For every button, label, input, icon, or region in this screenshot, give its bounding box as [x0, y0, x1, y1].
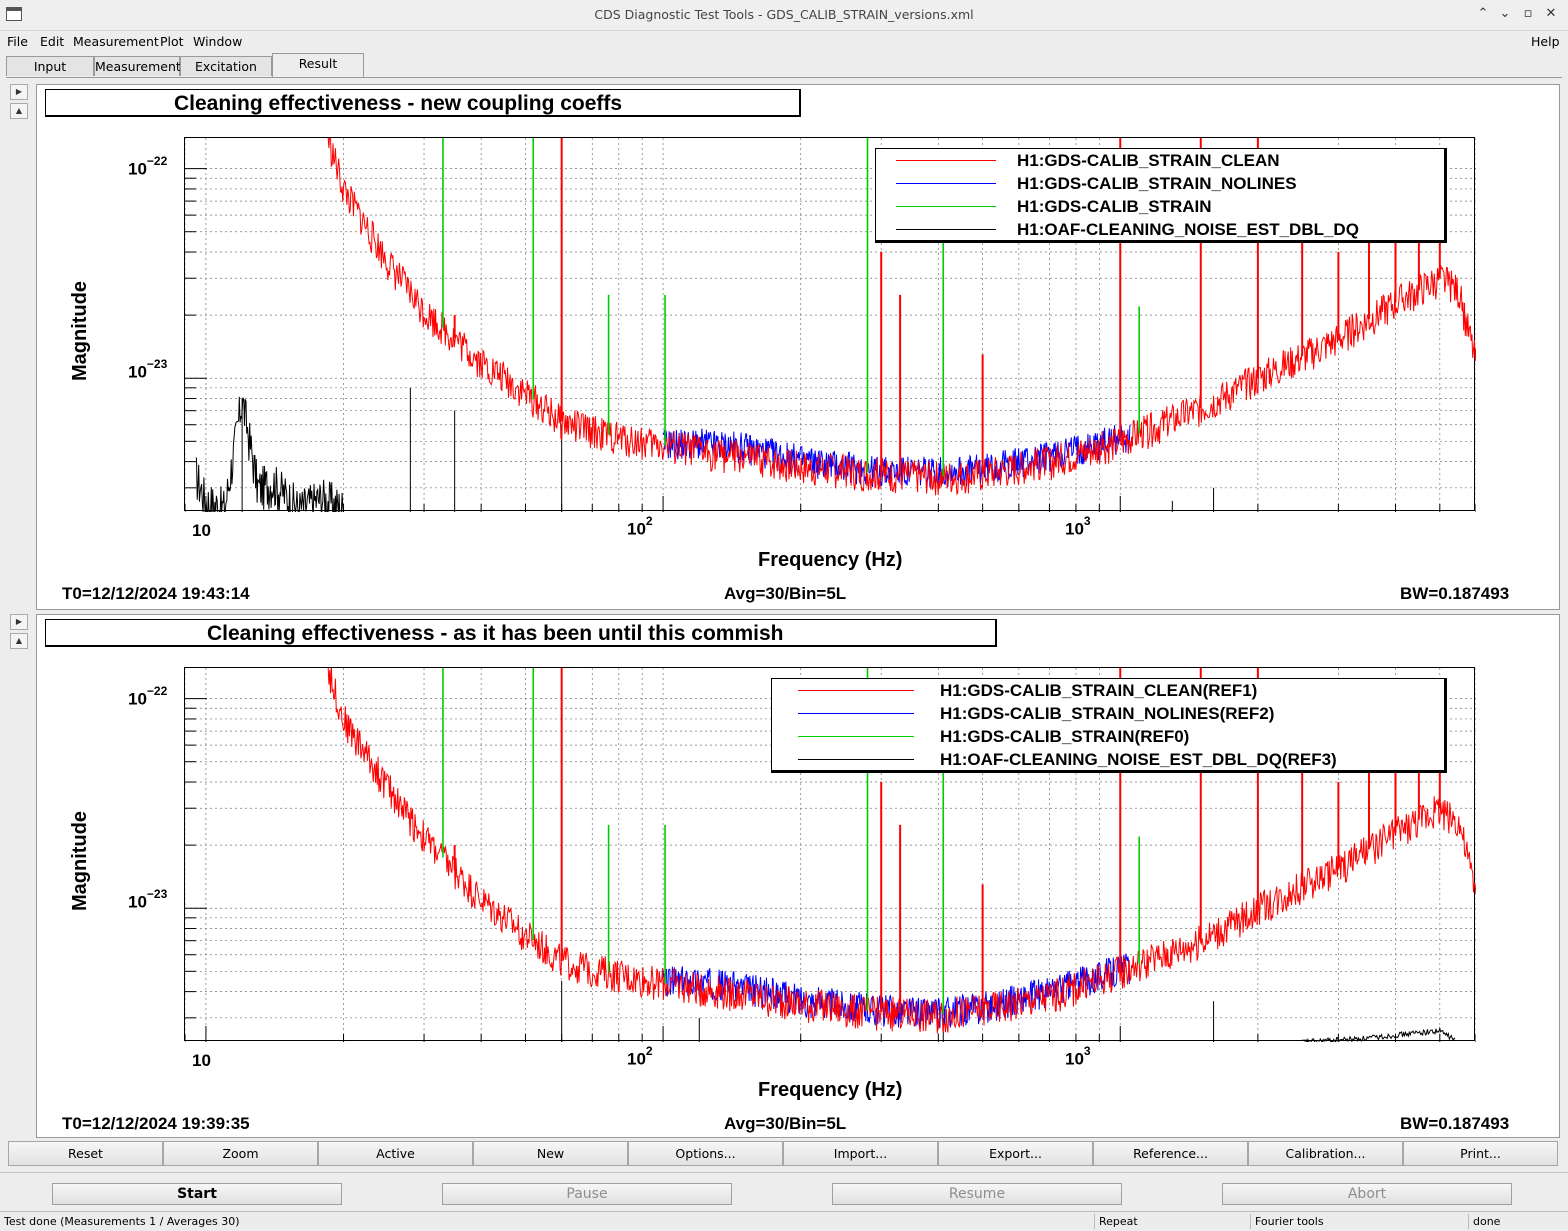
export-button[interactable]: Export...: [938, 1141, 1093, 1166]
status-message: Test done (Measurements 1 / Averages 30): [4, 1215, 240, 1228]
legend-entry: H1:OAF-CLEANING_NOISE_EST_DBL_DQ(REF3): [940, 750, 1337, 769]
tab-input[interactable]: Input: [6, 56, 94, 76]
y-tick-label: 10−22: [128, 684, 168, 709]
menu-plot[interactable]: Plot: [160, 34, 184, 49]
legend-entry: H1:GDS-CALIB_STRAIN_CLEAN(REF1): [940, 681, 1258, 700]
tab-measurement[interactable]: Measurement: [94, 56, 181, 76]
app-icon: [6, 7, 22, 21]
panel2-side-controls: ▶ ▲: [10, 614, 28, 652]
resume-button[interactable]: Resume: [832, 1183, 1122, 1205]
collapse-icon[interactable]: ⌃: [1477, 6, 1489, 21]
import-button[interactable]: Import...: [783, 1141, 938, 1166]
x-tick-label: 10: [192, 1051, 211, 1070]
reset-button[interactable]: Reset: [8, 1141, 163, 1166]
expand-right-icon[interactable]: ▶: [10, 84, 28, 100]
legend-swatch: [798, 759, 914, 760]
expand-up-icon[interactable]: ▲: [10, 633, 28, 649]
series-line-noise: [195, 396, 344, 512]
minimize-icon[interactable]: ⌄: [1499, 6, 1511, 21]
menu-measurement[interactable]: Measurement: [73, 34, 159, 49]
legend-entry: H1:GDS-CALIB_STRAIN: [1017, 197, 1212, 216]
menu-window[interactable]: Window: [193, 34, 243, 49]
separator: [0, 1172, 1568, 1173]
y-tick-label: 10−23: [128, 887, 168, 912]
series-line-clean: [327, 668, 1476, 1034]
plot-button-row: Reset Zoom Active New Options... Import.…: [8, 1141, 1560, 1167]
legend-swatch: [896, 160, 996, 161]
legend-entry: H1:GDS-CALIB_STRAIN_NOLINES: [1017, 174, 1297, 193]
x-tick-label: 103: [1065, 514, 1091, 539]
y-tick-label: 10−22: [128, 154, 168, 179]
x-axis-label: Frequency (Hz): [758, 1079, 903, 1101]
averages-info: Avg=30/Bin=5L: [724, 584, 847, 603]
legend-entry: H1:GDS-CALIB_STRAIN_NOLINES(REF2): [940, 704, 1275, 723]
graph-title: Cleaning effectiveness - new coupling co…: [45, 89, 801, 117]
status-bar: Test done (Measurements 1 / Averages 30)…: [0, 1211, 1568, 1231]
calibration-button[interactable]: Calibration...: [1248, 1141, 1403, 1166]
tab-divider: [6, 77, 1562, 78]
y-axis-label: Magnitude: [69, 281, 91, 381]
graph-pad-2[interactable]: Cleaning effectiveness - as it has been …: [36, 614, 1560, 1138]
menu-file[interactable]: File: [7, 34, 28, 49]
y-tick-label: 10−23: [128, 357, 168, 382]
panel1-side-controls: ▶ ▲: [10, 84, 28, 122]
series-line-clean: [327, 138, 1476, 496]
maximize-icon[interactable]: ▫: [1523, 6, 1533, 21]
expand-up-icon[interactable]: ▲: [10, 103, 28, 119]
close-icon[interactable]: ✕: [1545, 6, 1557, 21]
legend-entry: H1:GDS-CALIB_STRAIN_CLEAN: [1017, 151, 1280, 170]
plot-area[interactable]: H1:GDS-CALIB_STRAIN_CLEAN H1:GDS-CALIB_S…: [184, 137, 1476, 512]
start-time: T0=12/12/2024 19:39:35: [62, 1114, 250, 1133]
legend-swatch: [896, 183, 996, 184]
legend-entry: H1:GDS-CALIB_STRAIN(REF0): [940, 727, 1190, 746]
tab-strip: Input Measurement Excitation Result: [6, 53, 1562, 78]
bandwidth-info: BW=0.187493: [1400, 584, 1510, 603]
start-time: T0=12/12/2024 19:43:14: [62, 584, 250, 603]
legend[interactable]: H1:GDS-CALIB_STRAIN_CLEAN H1:GDS-CALIB_S…: [875, 148, 1447, 243]
expand-right-icon[interactable]: ▶: [10, 614, 28, 630]
averages-info: Avg=30/Bin=5L: [724, 1114, 847, 1133]
window-title: CDS Diagnostic Test Tools - GDS_CALIB_ST…: [594, 7, 974, 22]
series-line-nolines: [662, 424, 1131, 489]
reference-button[interactable]: Reference...: [1093, 1141, 1248, 1166]
legend-entry: H1:OAF-CLEANING_NOISE_EST_DBL_DQ: [1017, 220, 1359, 239]
legend-swatch: [896, 229, 996, 230]
menubar: File Edit Measurement Plot Window Help: [0, 31, 1568, 53]
status-repeat: Repeat: [1094, 1214, 1250, 1229]
menu-edit[interactable]: Edit: [40, 34, 65, 49]
series-line-noise: [1301, 1026, 1456, 1042]
options-button[interactable]: Options...: [628, 1141, 783, 1166]
zoom-button[interactable]: Zoom: [163, 1141, 318, 1166]
x-tick-label: 102: [627, 514, 653, 539]
tab-excitation[interactable]: Excitation: [180, 56, 272, 76]
new-button[interactable]: New: [473, 1141, 628, 1166]
status-tools: Fourier tools: [1250, 1214, 1468, 1229]
legend[interactable]: H1:GDS-CALIB_STRAIN_CLEAN(REF1) H1:GDS-C…: [771, 678, 1447, 773]
x-axis-label: Frequency (Hz): [758, 549, 903, 571]
x-tick-label: 102: [627, 1044, 653, 1069]
legend-swatch: [798, 713, 914, 714]
tab-result[interactable]: Result: [272, 53, 364, 77]
status-state: done: [1468, 1214, 1568, 1229]
menu-help[interactable]: Help: [1531, 34, 1560, 49]
graph-title: Cleaning effectiveness - as it has been …: [45, 619, 997, 647]
legend-swatch: [798, 690, 914, 691]
bandwidth-info: BW=0.187493: [1400, 1114, 1510, 1133]
y-axis-label: Magnitude: [69, 811, 91, 911]
abort-button[interactable]: Abort: [1222, 1183, 1512, 1205]
legend-swatch: [798, 736, 914, 737]
active-button[interactable]: Active: [318, 1141, 473, 1166]
x-tick-label: 103: [1065, 1044, 1091, 1069]
print-button[interactable]: Print...: [1403, 1141, 1558, 1166]
x-tick-label: 10: [192, 521, 211, 540]
graph-pad-1[interactable]: Cleaning effectiveness - new coupling co…: [36, 84, 1560, 610]
pause-button[interactable]: Pause: [442, 1183, 732, 1205]
legend-swatch: [896, 206, 996, 207]
start-button[interactable]: Start: [52, 1183, 342, 1205]
plot-area[interactable]: H1:GDS-CALIB_STRAIN_CLEAN(REF1) H1:GDS-C…: [184, 667, 1476, 1042]
window-titlebar: CDS Diagnostic Test Tools - GDS_CALIB_ST…: [0, 0, 1568, 31]
plot-series: [195, 138, 1476, 512]
